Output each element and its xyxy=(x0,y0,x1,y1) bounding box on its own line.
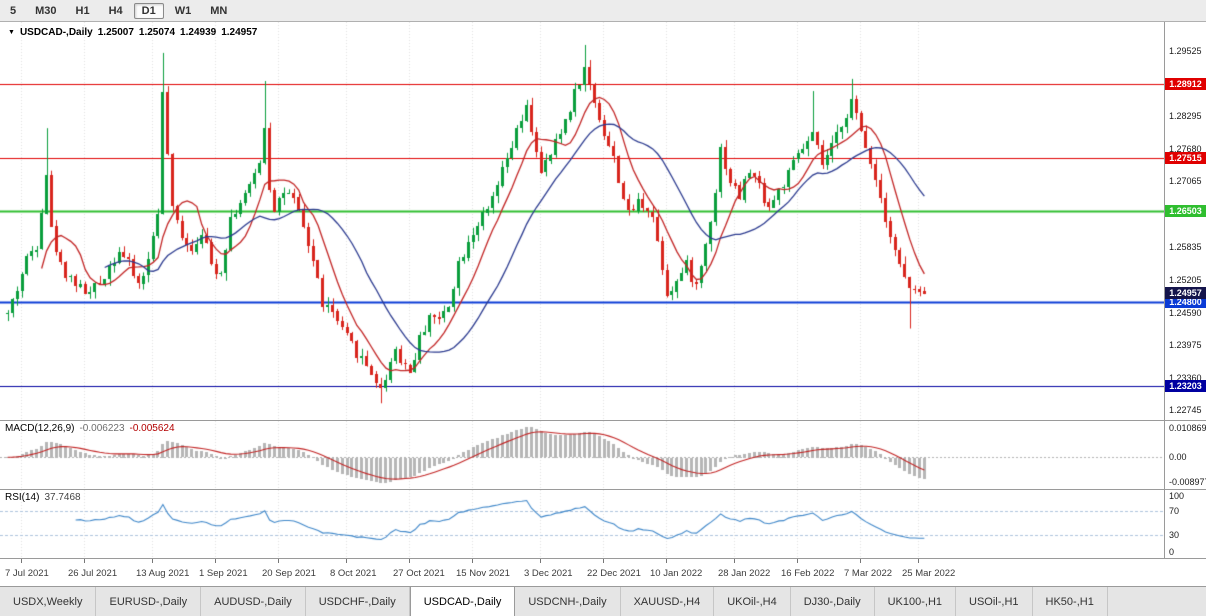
price-scale-label: 1.27065 xyxy=(1169,176,1202,186)
rsi-scale-label: 0 xyxy=(1169,547,1175,557)
date-axis-label: 26 Jul 2021 xyxy=(68,568,118,579)
date-tick xyxy=(797,559,798,563)
macd-scale-label: 0.00 xyxy=(1169,452,1187,462)
price-line-badge: 1.27515 xyxy=(1165,152,1206,164)
date-tick xyxy=(860,559,861,563)
date-axis-label: 8 Oct 2021 xyxy=(330,568,377,579)
main-chart-canvas[interactable] xyxy=(0,22,1164,420)
price-scale-label: 1.25205 xyxy=(1169,275,1202,285)
close-value: 1.24957 xyxy=(221,27,258,38)
date-tick xyxy=(603,559,604,563)
date-tick xyxy=(409,559,410,563)
period-button-w1[interactable]: W1 xyxy=(174,4,192,17)
time-axis[interactable]: 7 Jul 2021 26 Jul 2021 13 Aug 2021 1 Sep 20… xyxy=(0,559,1206,587)
date-tick xyxy=(666,559,667,563)
date-tick xyxy=(540,559,541,563)
date-tick xyxy=(734,559,735,563)
date-tick xyxy=(21,559,22,563)
date-axis-label: 20 Sep 2021 xyxy=(262,568,316,579)
tab-usdx-weekly[interactable]: USDX,Weekly xyxy=(0,587,97,616)
date-axis-label: 28 Jan 2022 xyxy=(718,568,771,579)
macd-scale-label: 0.010869 xyxy=(1169,423,1206,433)
tab-usdchf-daily[interactable]: USDCHF-,Daily xyxy=(305,587,410,616)
date-tick xyxy=(918,559,919,563)
chart-tab-bar: USDX,Weekly EURUSD-,Daily AUDUSD-,Daily USD… xyxy=(0,587,1206,616)
price-scale-label: 1.22745 xyxy=(1169,405,1202,415)
rsi-name: RSI(14) xyxy=(5,492,40,503)
date-axis-label: 1 Sep 2021 xyxy=(199,568,248,579)
chart-ohlc-header: ▼ USDCAD-,Daily 1.25007 1.25074 1.24939 1.249… xyxy=(8,27,262,38)
tab-eurusd-daily[interactable]: EURUSD-,Daily xyxy=(96,587,202,616)
tab-usdcad-daily[interactable]: USDCAD-,Daily xyxy=(409,587,516,616)
rsi-scale-label: 100 xyxy=(1169,491,1185,501)
macd-canvas[interactable] xyxy=(0,421,1164,489)
panel-separator[interactable] xyxy=(0,489,1206,490)
tab-usoil-h1[interactable]: USOil-,H1 xyxy=(956,587,1033,616)
timeframe-toolbar: 5 M30 H1 H4 D1 W1 MN xyxy=(0,0,1206,22)
date-axis-label: 22 Dec 2021 xyxy=(587,568,641,579)
macd-name: MACD(12,26,9) xyxy=(5,423,75,434)
period-button-mn[interactable]: MN xyxy=(210,4,228,17)
date-tick xyxy=(84,559,85,563)
price-scale-label: 1.24590 xyxy=(1169,308,1202,318)
date-axis-label: 25 Mar 2022 xyxy=(902,568,956,579)
symbol-title: USDCAD-,Daily xyxy=(19,27,93,38)
rsi-scale-label: 70 xyxy=(1169,506,1180,516)
period-button-d1[interactable]: D1 xyxy=(133,2,164,19)
period-button-m30[interactable]: M30 xyxy=(35,4,57,17)
rsi-scale-label: 30 xyxy=(1169,530,1180,540)
tab-ukoil-h4[interactable]: UKOil-,H4 xyxy=(714,587,791,616)
macd-signal-value: -0.005624 xyxy=(129,423,175,434)
date-axis-label: 16 Feb 2022 xyxy=(781,568,835,579)
price-scale-label: 1.25835 xyxy=(1169,242,1202,252)
date-tick xyxy=(215,559,216,563)
tab-uk100-h1[interactable]: UK100-,H1 xyxy=(874,587,957,616)
price-scale-label: 1.23360 xyxy=(1169,373,1202,383)
panel-separator[interactable] xyxy=(0,586,1206,587)
price-scale-label: 1.23975 xyxy=(1169,340,1202,350)
price-line-badge: 1.28912 xyxy=(1165,78,1206,90)
date-tick xyxy=(152,559,153,563)
macd-scale-label: -0.008977 xyxy=(1169,477,1206,487)
tab-xauusd-h4[interactable]: XAUUSD-,H4 xyxy=(620,587,715,616)
tab-hk50-h1[interactable]: HK50-,H1 xyxy=(1032,587,1108,616)
panel-separator[interactable] xyxy=(0,558,1206,559)
period-button-h1[interactable]: H1 xyxy=(75,4,90,17)
price-scale-label: 1.29525 xyxy=(1169,46,1202,56)
date-tick xyxy=(278,559,279,563)
price-line-badge: 1.24800 xyxy=(1165,296,1206,308)
price-line-badge: 1.26503 xyxy=(1165,205,1206,217)
tab-dj30-daily[interactable]: DJ30-,Daily xyxy=(790,587,875,616)
period-button-h4[interactable]: H4 xyxy=(108,4,123,17)
date-axis-label: 7 Jul 2021 xyxy=(5,568,49,579)
symbol-marker-icon: ▼ xyxy=(8,28,15,36)
date-tick xyxy=(472,559,473,563)
price-scale-label: 1.28295 xyxy=(1169,111,1202,121)
rsi-value: 37.7468 xyxy=(44,492,81,503)
rsi-indicator-label: RSI(14) 37.7468 xyxy=(5,492,86,503)
open-value: 1.25007 xyxy=(97,27,134,38)
date-axis-label: 15 Nov 2021 xyxy=(456,568,510,579)
date-axis-label: 3 Dec 2021 xyxy=(524,568,573,579)
high-value: 1.25074 xyxy=(138,27,176,38)
date-tick xyxy=(346,559,347,563)
period-button-5[interactable]: 5 xyxy=(10,4,17,17)
current-price-badge: 1.24957 xyxy=(1165,287,1206,299)
price-scale-label: 1.27680 xyxy=(1169,144,1202,154)
macd-indicator-label: MACD(12,26,9) -0.006223 -0.005624 xyxy=(5,423,180,434)
date-axis-label: 13 Aug 2021 xyxy=(136,568,190,579)
date-axis-label: 10 Jan 2022 xyxy=(650,568,703,579)
rsi-canvas[interactable] xyxy=(0,490,1164,558)
tab-usdcnh-daily[interactable]: USDCNH-,Daily xyxy=(515,587,621,616)
date-axis-label: 7 Mar 2022 xyxy=(844,568,893,579)
macd-value: -0.006223 xyxy=(79,423,125,434)
panel-separator[interactable] xyxy=(0,420,1206,421)
low-value: 1.24939 xyxy=(180,27,217,38)
price-line-badge: 1.23203 xyxy=(1165,380,1206,392)
tab-audusd-daily[interactable]: AUDUSD-,Daily xyxy=(201,587,306,616)
date-axis-label: 27 Oct 2021 xyxy=(393,568,445,579)
